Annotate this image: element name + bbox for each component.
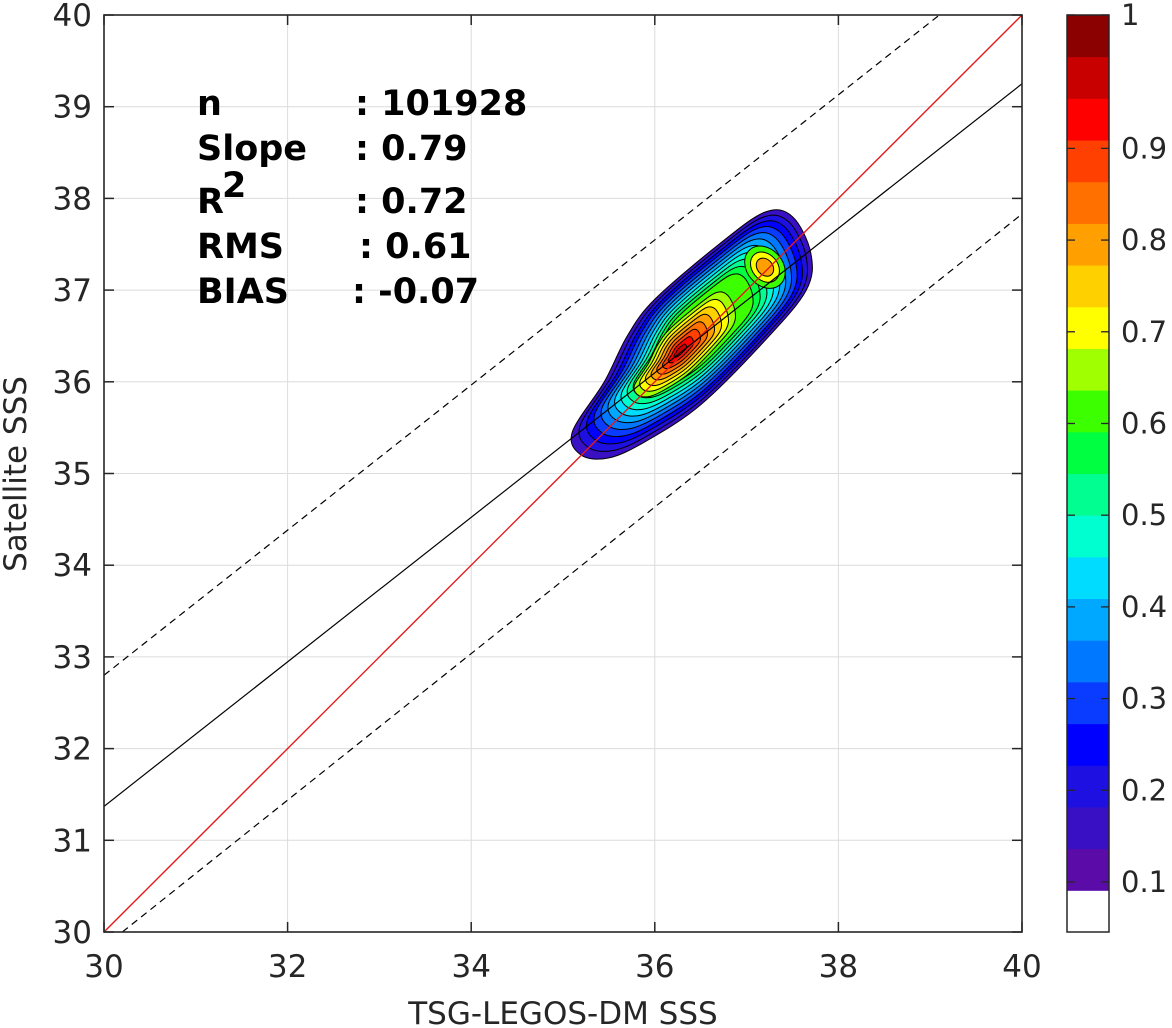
colorbar-segment [1067, 473, 1109, 516]
fit-line [104, 83, 1022, 807]
stat-value: : 0.72 [355, 182, 468, 222]
contour-level [673, 343, 688, 358]
x-tick-label: 38 [819, 949, 858, 985]
stat-label: BIAS [197, 272, 289, 312]
colorbar-segment [1067, 640, 1109, 683]
colorbar-segment [1067, 723, 1109, 766]
y-tick-label: 30 [53, 915, 92, 951]
y-tick-label: 38 [53, 181, 92, 217]
grid [104, 15, 1022, 932]
x-axis-label: TSG-LEGOS-DM SSS [407, 996, 717, 1028]
colorbar-tick-label: 0.1 [1121, 865, 1167, 899]
stats-box: n : 101928 Slope : 0.79 R2 : 0.72 RMS : 0.61 BIA… [197, 84, 527, 312]
colorbar-segment [1067, 15, 1109, 58]
y-tick-label: 35 [53, 457, 92, 493]
y-tick-label: 37 [53, 273, 92, 309]
colorbar-tick-label: 0.7 [1121, 315, 1167, 349]
stat-superscript: 2 [222, 166, 246, 206]
x-tick-label: 40 [1002, 949, 1041, 985]
colorbar-segment [1067, 98, 1109, 141]
colorbar-segment [1067, 598, 1109, 641]
stat-label: R [197, 182, 224, 222]
colorbar-tick-label: 0.2 [1121, 773, 1167, 807]
colorbar-segment [1067, 390, 1109, 433]
y-tick-label: 36 [53, 365, 92, 401]
upper-bound-line [104, 15, 940, 676]
y-tick-label: 39 [53, 90, 92, 126]
colorbar-segment [1067, 181, 1109, 224]
stat-value: : 101928 [355, 84, 527, 124]
colorbar-segment [1067, 806, 1109, 850]
stat-label: n [197, 84, 222, 124]
colorbar-segment [1067, 306, 1109, 349]
stat-value: : 0.61 [359, 227, 472, 267]
colorbar-segment [1067, 848, 1109, 891]
colorbar: 0.1 0.2 0.3 0.4 0.5 0.6 0.7 0.8 0.9 1 [1066, 0, 1167, 933]
colorbar-segment [1067, 556, 1109, 600]
identity-line [104, 15, 1022, 932]
colorbar-tick-label: 0.3 [1121, 682, 1167, 716]
colorbar-tick-label: 0.9 [1121, 131, 1167, 165]
colorbar-segment [1067, 56, 1109, 99]
stat-label: Slope [197, 129, 307, 169]
colorbar-tick-label: 0.4 [1121, 590, 1167, 624]
colorbar-tick-label: 0.8 [1121, 223, 1167, 257]
colorbar-segment [1067, 681, 1109, 725]
colorbar-segment [1067, 348, 1109, 391]
axis-ticks: 30 32 34 36 38 40 30 31 32 33 34 35 36 37 38 39 40 [53, 0, 1042, 985]
colorbar-tick-label: 0.5 [1121, 498, 1167, 532]
y-tick-label: 33 [53, 640, 92, 676]
density-contours [570, 209, 813, 460]
reference-lines [104, 15, 1022, 932]
colorbar-segment [1067, 431, 1109, 474]
colorbar-segment [1067, 515, 1109, 558]
colorbar-frame [1066, 14, 1110, 933]
colorbar-tick-label: 0.6 [1121, 406, 1167, 440]
y-tick-label: 32 [53, 732, 92, 768]
x-tick-label: 36 [635, 949, 674, 985]
colorbar-tick-label: 1 [1121, 0, 1139, 32]
colorbar-segment [1067, 140, 1109, 183]
y-tick-label: 34 [53, 548, 92, 584]
secondary-peak [755, 257, 775, 277]
y-axis-label: Satellite SSS [0, 376, 34, 572]
colorbar-segment [1067, 765, 1109, 808]
y-tick-label: 40 [53, 0, 92, 34]
y-tick-label: 31 [53, 823, 92, 859]
colorbar-segment [1067, 890, 1109, 933]
stat-value: : -0.07 [352, 272, 479, 312]
x-tick-label: 34 [451, 949, 490, 985]
colorbar-segment [1067, 223, 1109, 266]
stat-value: : 0.79 [355, 129, 468, 169]
colorbar-segment [1067, 265, 1109, 308]
stat-label: RMS [197, 227, 284, 267]
x-tick-label: 30 [84, 949, 123, 985]
x-tick-label: 32 [268, 949, 307, 985]
